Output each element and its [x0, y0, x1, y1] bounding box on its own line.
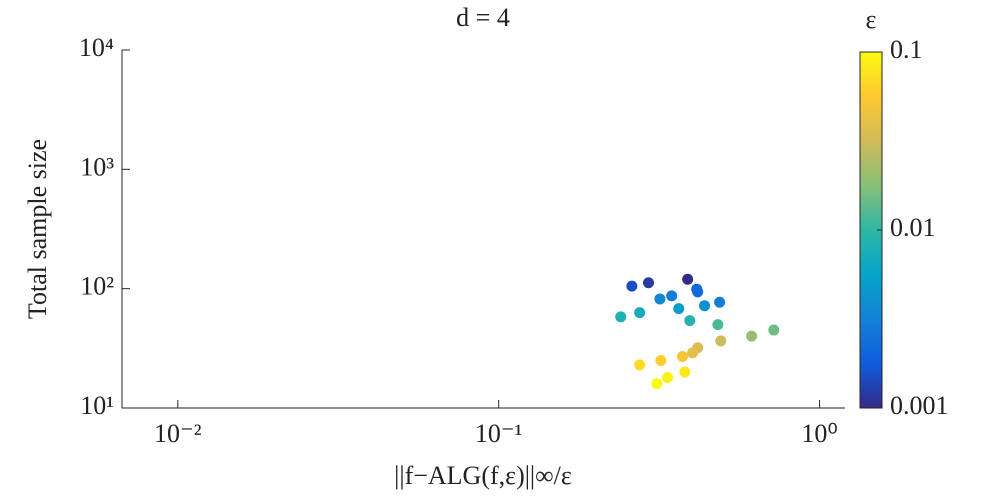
axes — [121, 50, 845, 409]
point — [673, 303, 685, 315]
point — [626, 280, 638, 292]
point — [746, 330, 758, 342]
point — [768, 324, 780, 336]
x-tick-label: 10⁰ — [801, 419, 837, 448]
y-tick-label: 10¹ — [80, 391, 114, 420]
point — [692, 286, 704, 298]
colorbar-tick-label: 0.1 — [890, 35, 923, 64]
colorbar-tick-label: 0.001 — [890, 391, 949, 420]
x-tick-label: 10⁻² — [154, 419, 202, 448]
point — [715, 335, 727, 347]
point — [699, 300, 711, 312]
y-axis-label: Total sample size — [23, 139, 52, 319]
x-tick-label: 10⁻¹ — [475, 419, 523, 448]
chart-title: d = 4 — [456, 3, 510, 32]
point — [712, 319, 724, 331]
point — [662, 372, 674, 384]
point — [634, 307, 646, 319]
x-axis-label: ||f−ALG(f,ε)||∞/ε — [394, 461, 572, 490]
y-tick-label: 10⁴ — [79, 33, 114, 62]
point — [687, 347, 699, 359]
colorbar-tick-label: 0.01 — [890, 213, 936, 242]
point — [651, 378, 663, 390]
point — [615, 311, 627, 323]
y-tick-label: 10³ — [80, 152, 114, 181]
point — [677, 351, 689, 363]
point — [634, 359, 646, 371]
point — [643, 277, 655, 289]
colorbar-label: ε — [866, 5, 877, 34]
point — [666, 290, 678, 302]
point — [654, 293, 666, 305]
y-tick-label: 10² — [80, 272, 114, 301]
point — [714, 296, 726, 308]
point — [679, 366, 691, 378]
point — [682, 273, 694, 285]
point — [655, 355, 667, 367]
point — [684, 315, 696, 327]
